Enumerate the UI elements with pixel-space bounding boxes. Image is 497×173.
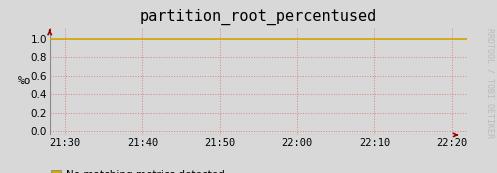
Y-axis label: %o: %o	[18, 76, 32, 86]
Legend: No matching metrics detected: No matching metrics detected	[51, 170, 225, 173]
Title: partition_root_percentused: partition_root_percentused	[140, 9, 377, 25]
Text: RRDTOOL / TOBI OETIKER: RRDTOOL / TOBI OETIKER	[486, 28, 495, 138]
